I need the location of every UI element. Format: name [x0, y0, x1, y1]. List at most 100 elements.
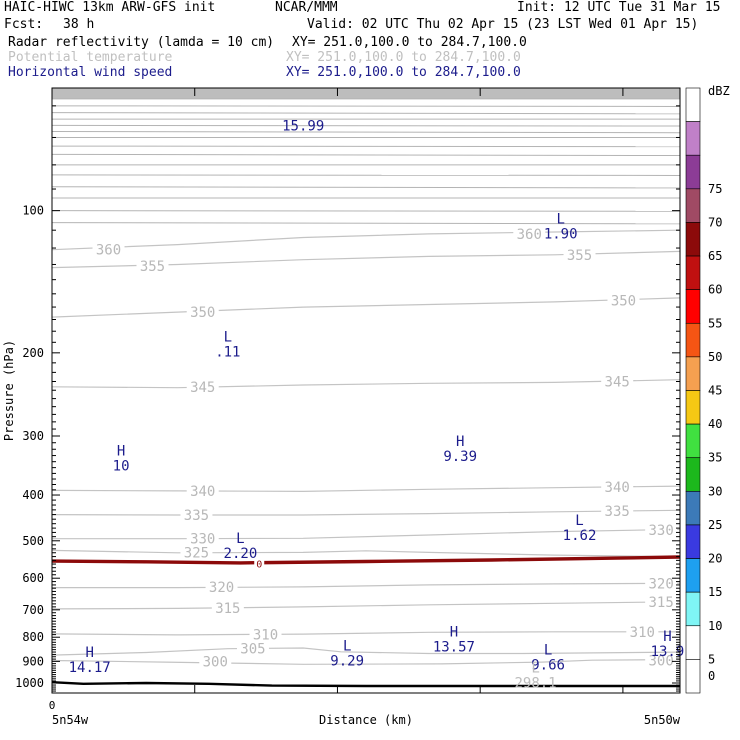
y-tick-label: 800: [22, 630, 44, 644]
isentrope-320: [52, 582, 681, 589]
colorbar-label: 20: [708, 552, 722, 566]
isentrope-label: 320: [649, 577, 674, 593]
upper-isentrope-line: [51, 174, 681, 176]
colorbar-swatch: [685, 457, 701, 492]
isentrope-label: 325: [184, 545, 209, 561]
wind-extremum-value: 9.29: [330, 654, 364, 670]
isentrope-label-bg: [601, 374, 634, 388]
y-tick-label: 400: [22, 488, 44, 502]
upper-fill: [52, 88, 680, 99]
colorbar-label: 40: [708, 417, 722, 431]
isentrope-label: 310: [253, 627, 278, 643]
isentrope-label-bg: [607, 293, 640, 307]
isentrope-label: 335: [184, 508, 209, 524]
field-xy-wind: XY= 251.0,100.0 to 284.7,100.0: [286, 65, 521, 80]
colorbar-swatch: [685, 289, 701, 324]
colorbar-label: 45: [708, 384, 722, 398]
upper-isentrope-line: [51, 210, 681, 212]
wind-extremum-marker: L: [544, 642, 552, 658]
plot-frame: [51, 87, 681, 694]
isentrope-label: 315: [649, 595, 674, 611]
forecast-label: Fcst:: [4, 17, 44, 32]
colorbar-swatch: [685, 154, 701, 190]
wind-extremum-value: 1.62: [563, 528, 597, 544]
colorbar-swatch: [685, 591, 701, 627]
isentrope-label: 300: [649, 654, 674, 670]
zero-contour-label: 0: [256, 559, 262, 570]
colorbar-label: 70: [708, 215, 722, 229]
wind-extremum-marker: H: [85, 645, 93, 661]
x-right-location: 5n50w: [644, 713, 681, 727]
wind-extremum-value: 10: [113, 459, 130, 475]
colorbar-label: 0: [708, 669, 715, 683]
wind-extremum-value: 2.20: [224, 546, 258, 562]
wind-extremum-marker: L: [236, 531, 244, 547]
y-axis-title: Pressure (hPa): [2, 340, 16, 441]
upper-isentrope-line: [51, 153, 681, 157]
wind-extremum-value: 9.39: [443, 449, 477, 465]
y-tick-label: 900: [22, 654, 44, 668]
isentrope-330: [52, 528, 681, 540]
colorbar-swatch: [685, 255, 701, 290]
isentrope-label-bg: [563, 247, 596, 261]
isentrope-label: 340: [605, 480, 630, 496]
isentrope-label: 355: [567, 248, 592, 264]
colorbar-label: 30: [708, 484, 722, 498]
wind-extremum-marker: H: [117, 444, 125, 460]
colorbar-label: 10: [708, 619, 722, 633]
field-xy-theta: XY= 251.0,100.0 to 284.7,100.0: [286, 50, 521, 65]
colorbar-swatch: [685, 322, 701, 358]
upper-isentrope-line: [51, 186, 681, 189]
isentrope-label-bg: [645, 595, 678, 609]
wind-extremum-marker: H: [450, 624, 458, 640]
isentrope-label-bg: [645, 522, 678, 536]
upper-isentrope-line: [51, 222, 681, 225]
colorbar-label: 60: [708, 283, 722, 297]
isentrope-label-bg: [92, 242, 125, 256]
wind-speed-extrema: 15.99L1.90L.11H10H9.39L1.62L2.20H13.57H1…: [69, 118, 685, 691]
isentrope-label: 345: [605, 375, 630, 391]
init-time: Init: 12 UTC Tue 31 Mar 15: [517, 0, 721, 15]
colorbar-unit: dBZ: [708, 84, 730, 98]
isentrope-label-bg: [205, 580, 238, 594]
wind-extremum-value: 15.99: [282, 118, 324, 134]
colorbar-swatch: [685, 659, 701, 694]
isentrope-350: [51, 297, 681, 318]
isentrope-label-bg: [249, 627, 282, 641]
y-tick-label: 200: [22, 346, 44, 360]
isentrope-label-bg: [236, 641, 269, 655]
x-zero-label: 0: [49, 699, 56, 712]
wind-extremum-value: 13.9: [651, 644, 685, 660]
isentrope-label: 320: [209, 580, 234, 596]
colorbar-swatch: [685, 423, 701, 459]
isentrope-label: 335: [605, 504, 630, 520]
isentrope-label-bg: [211, 600, 244, 614]
wind-extremum-marker: L: [224, 329, 232, 345]
upper-isentrope-line: [51, 145, 681, 148]
isentrope-360: [51, 229, 681, 251]
upper-isentrope-line: [51, 112, 681, 115]
colorbar-swatch: [685, 222, 701, 257]
y-tick-label: 600: [22, 571, 44, 585]
wind-extremum-marker: H: [663, 629, 671, 645]
y-tick-label: 300: [22, 429, 44, 443]
isentrope-315: [51, 601, 681, 610]
isentrope-label-bg: [601, 480, 634, 494]
valid-time: Valid: 02 UTC Thu 02 Apr 15 (23 LST Wed …: [307, 17, 699, 32]
isentrope-label: 340: [190, 484, 215, 500]
isentrope-label-bg: [199, 654, 232, 668]
reflectivity-colorbar: 0 5 10 15 20 25 30 35 40 45 50 55 60 65 70 75 dBZ: [685, 84, 730, 694]
colorbar-label: 50: [708, 350, 722, 364]
field-name-reflectivity: Radar reflectivity (lamda = 10 cm): [8, 35, 275, 50]
isentrope-label-bg: [186, 305, 219, 319]
upper-isentrope-line: [51, 131, 681, 134]
wind-extremum-marker: L: [575, 513, 583, 529]
forecast-hours: 38 h: [63, 17, 95, 32]
isentrope-label-bg: [645, 653, 678, 667]
isentrope-label-bg: [513, 226, 546, 240]
isentrope-label: 355: [140, 259, 165, 275]
field-name-wind: Horizontal wind speed: [8, 65, 173, 80]
isentrope-345: [51, 379, 681, 389]
colorbar-label: 25: [708, 518, 722, 532]
wind-extremum-marker: H: [456, 434, 464, 450]
